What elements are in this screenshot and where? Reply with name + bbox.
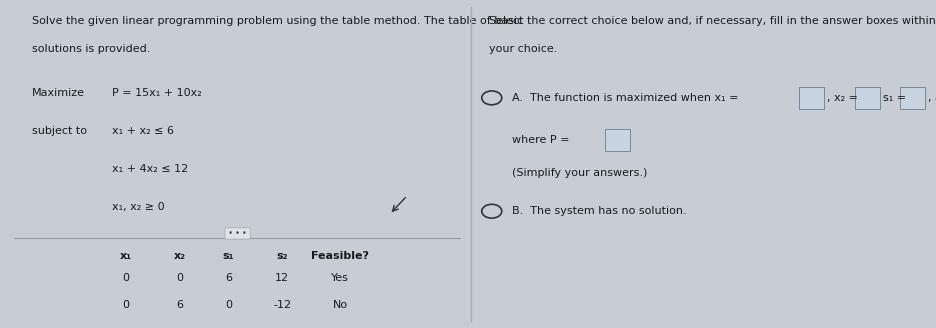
Text: • • •: • • • [226, 229, 249, 238]
Text: 12: 12 [275, 273, 289, 283]
Text: your choice.: your choice. [489, 44, 557, 54]
Text: subject to: subject to [32, 126, 87, 136]
Text: 0: 0 [123, 273, 129, 283]
Text: , and s₂ =: , and s₂ = [927, 93, 936, 103]
FancyBboxPatch shape [899, 87, 924, 109]
Text: solutions is provided.: solutions is provided. [32, 44, 150, 54]
Text: 0: 0 [176, 273, 183, 283]
Text: Solve the given linear programming problem using the table method. The table of : Solve the given linear programming probl… [32, 16, 522, 26]
Text: Yes: Yes [331, 273, 349, 283]
Text: A.  The function is maximized when x₁ =: A. The function is maximized when x₁ = [512, 93, 738, 103]
Text: Maximize: Maximize [32, 89, 85, 98]
Text: (Simplify your answers.): (Simplify your answers.) [512, 169, 647, 178]
Text: 6: 6 [225, 273, 232, 283]
Text: 0: 0 [123, 300, 129, 310]
Text: x₁ + 4x₂ ≤ 12: x₁ + 4x₂ ≤ 12 [112, 164, 188, 174]
Text: Select the correct choice below and, if necessary, fill in the answer boxes with: Select the correct choice below and, if … [489, 16, 935, 26]
Text: 0: 0 [225, 300, 232, 310]
FancyBboxPatch shape [605, 129, 630, 152]
Text: x₁ + x₂ ≤ 6: x₁ + x₂ ≤ 6 [112, 126, 174, 136]
FancyBboxPatch shape [797, 87, 823, 109]
Text: P = 15x₁ + 10x₂: P = 15x₁ + 10x₂ [112, 89, 202, 98]
Text: x₂: x₂ [173, 251, 185, 260]
Text: Feasible?: Feasible? [311, 251, 369, 260]
Text: where P =: where P = [512, 135, 569, 145]
Text: , x₂ =: , x₂ = [826, 93, 856, 103]
Text: B.  The system has no solution.: B. The system has no solution. [512, 206, 686, 216]
Text: x₁, x₂ ≥ 0: x₁, x₂ ≥ 0 [112, 202, 165, 212]
Text: No: No [332, 300, 347, 310]
Text: s₂: s₂ [276, 251, 287, 260]
Text: s₁: s₁ [223, 251, 234, 260]
Text: x₁: x₁ [120, 251, 132, 260]
Text: s₁ =: s₁ = [883, 93, 906, 103]
Text: -12: -12 [273, 300, 291, 310]
Text: 6: 6 [176, 300, 183, 310]
FancyBboxPatch shape [855, 87, 879, 109]
